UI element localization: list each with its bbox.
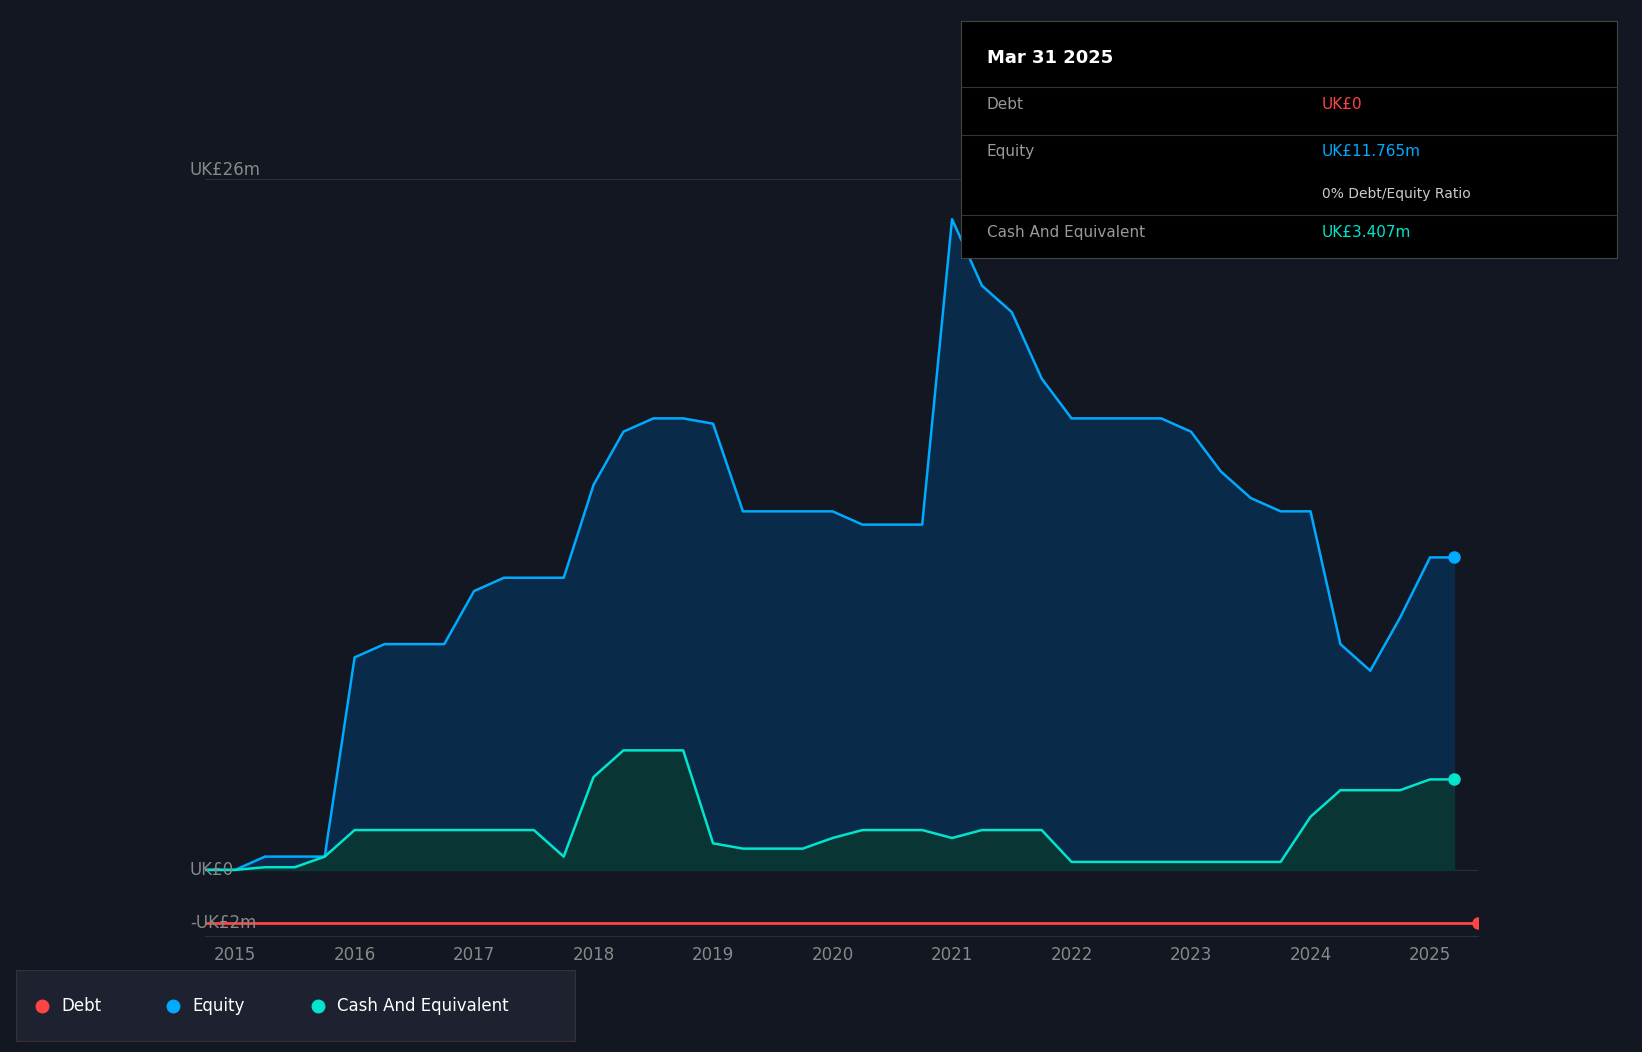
- Text: Debt: Debt: [61, 996, 102, 1015]
- Text: UK£3.407m: UK£3.407m: [1322, 225, 1410, 240]
- Text: Equity: Equity: [192, 996, 245, 1015]
- Text: Equity: Equity: [987, 144, 1034, 159]
- Text: Mar 31 2025: Mar 31 2025: [987, 49, 1113, 67]
- Text: Cash And Equivalent: Cash And Equivalent: [338, 996, 509, 1015]
- Text: UK£26m: UK£26m: [190, 161, 261, 179]
- Text: Debt: Debt: [987, 97, 1025, 112]
- Text: 0% Debt/Equity Ratio: 0% Debt/Equity Ratio: [1322, 187, 1471, 201]
- Text: -UK£2m: -UK£2m: [190, 914, 256, 932]
- Text: UK£11.765m: UK£11.765m: [1322, 144, 1420, 159]
- Text: Cash And Equivalent: Cash And Equivalent: [987, 225, 1144, 240]
- Text: UK£0: UK£0: [1322, 97, 1363, 112]
- Text: UK£0: UK£0: [190, 861, 235, 878]
